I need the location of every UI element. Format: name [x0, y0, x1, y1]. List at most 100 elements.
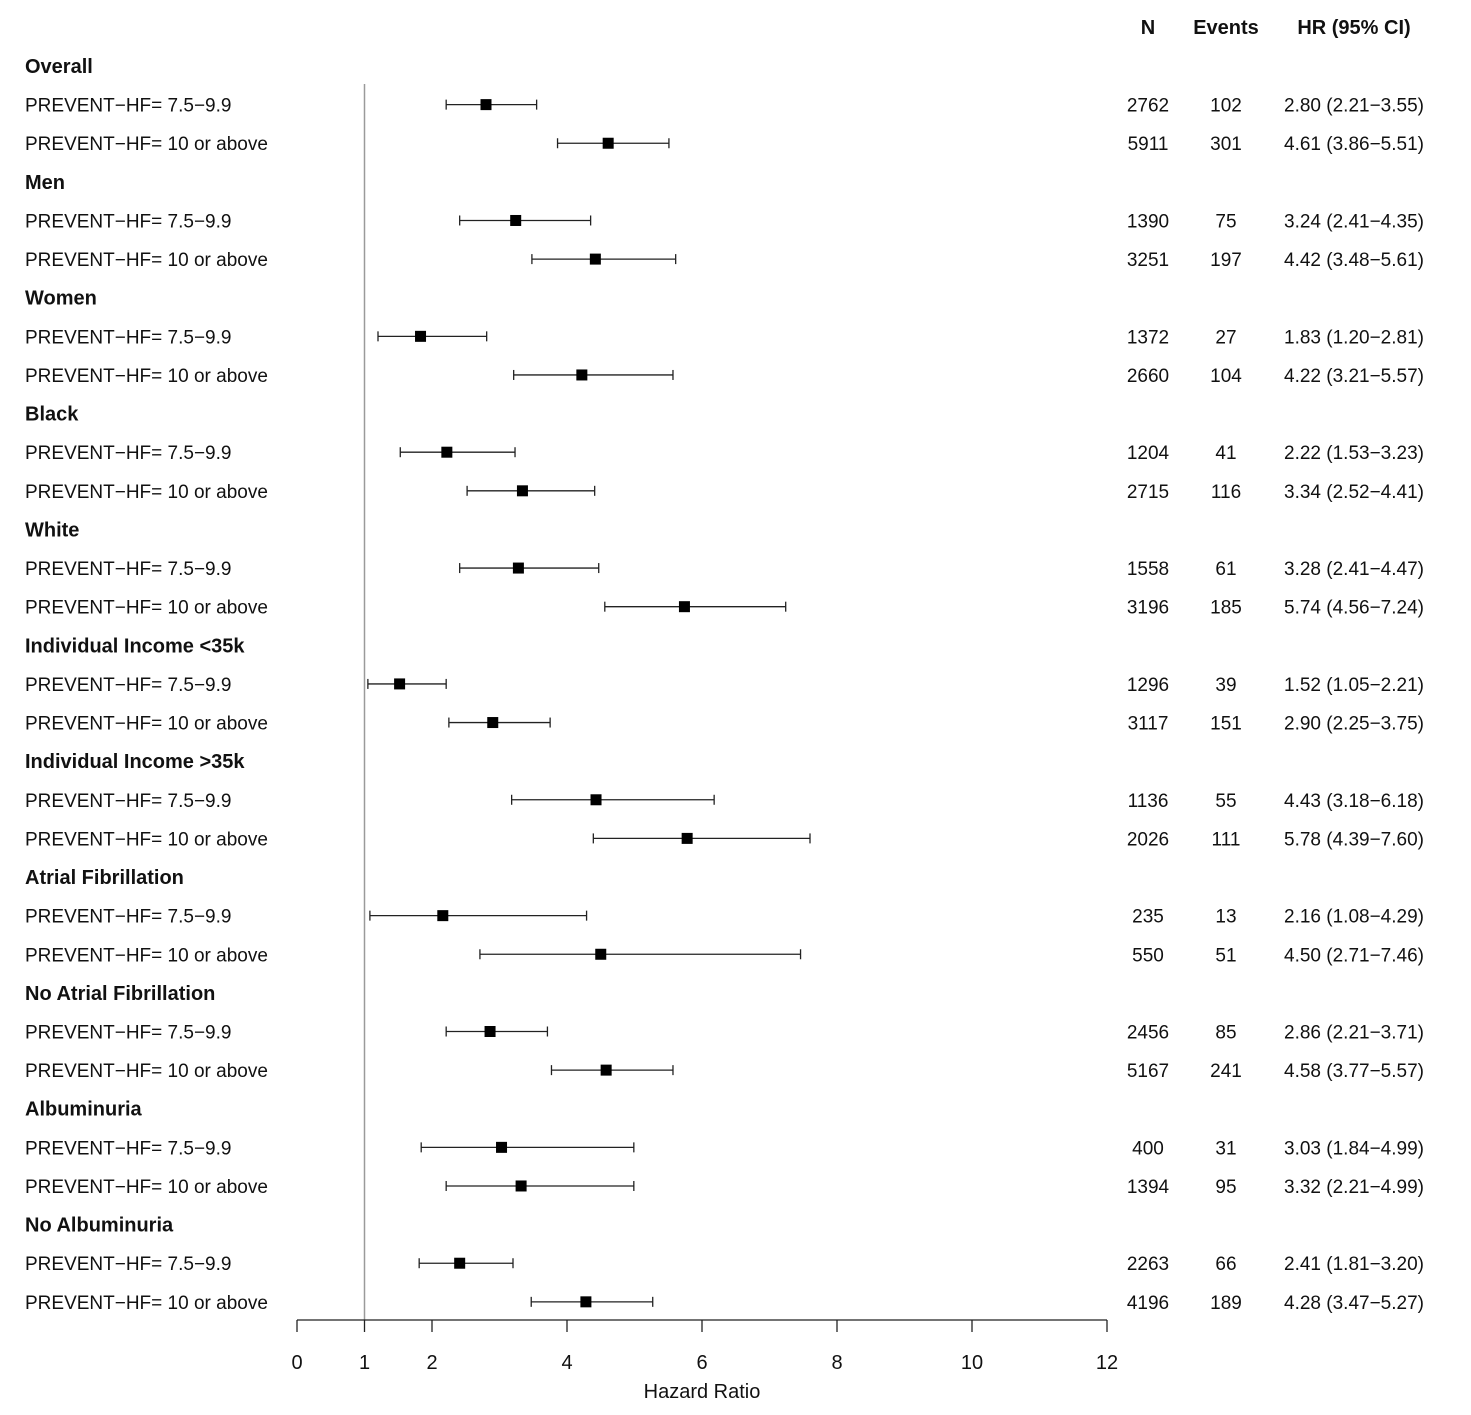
n-value: 400 [1132, 1138, 1164, 1159]
n-value: 2762 [1127, 96, 1169, 117]
hr-point [480, 99, 492, 111]
header-hr: HR (95% CI) [1297, 17, 1410, 39]
events-value: 151 [1210, 714, 1242, 735]
x-tick-label: 12 [1096, 1352, 1118, 1374]
hr-ci-value: 4.61 (3.86−5.51) [1284, 134, 1424, 155]
n-value: 2263 [1127, 1254, 1169, 1275]
events-value: 95 [1215, 1177, 1236, 1198]
events-value: 104 [1210, 366, 1242, 387]
x-tick-label: 10 [961, 1352, 983, 1374]
hr-ci-value: 5.78 (4.39−7.60) [1284, 829, 1424, 850]
hr-point [589, 253, 601, 265]
hr-ci-value: 2.41 (1.81−3.20) [1284, 1254, 1424, 1275]
x-tick-label: 1 [359, 1352, 370, 1374]
hr-ci-value: 3.34 (2.52−4.41) [1284, 482, 1424, 503]
hr-ci-value: 4.28 (3.47−5.27) [1284, 1293, 1424, 1314]
group-label: Men [25, 172, 65, 194]
n-value: 3117 [1128, 714, 1169, 735]
row-label: PREVENT−HF= 10 or above [25, 598, 268, 619]
hr-point [496, 1141, 508, 1153]
hr-point [678, 601, 690, 613]
hr-point [394, 678, 406, 690]
hr-ci-value: 1.52 (1.05−2.21) [1284, 675, 1424, 696]
row-label: PREVENT−HF= 10 or above [25, 714, 268, 735]
group-label: Black [25, 404, 79, 426]
events-value: 241 [1210, 1061, 1242, 1082]
hr-ci-value: 4.50 (2.71−7.46) [1284, 945, 1424, 966]
n-value: 4196 [1127, 1293, 1169, 1314]
hr-point [576, 369, 588, 381]
n-value: 1394 [1127, 1177, 1170, 1198]
n-value: 1390 [1127, 211, 1169, 232]
events-value: 189 [1210, 1293, 1242, 1314]
hr-ci-value: 1.83 (1.20−2.81) [1284, 327, 1424, 348]
hr-ci-value: 4.42 (3.48−5.61) [1284, 250, 1424, 271]
hr-point [600, 1064, 612, 1076]
events-value: 116 [1211, 482, 1241, 503]
hr-point [512, 562, 524, 574]
group-label: Overall [25, 56, 93, 78]
row-label: PREVENT−HF= 10 or above [25, 366, 268, 387]
hr-ci-value: 2.80 (2.21−3.55) [1284, 96, 1424, 117]
events-value: 66 [1215, 1254, 1236, 1275]
row-label: PREVENT−HF= 10 or above [25, 829, 268, 850]
row-label: PREVENT−HF= 7.5−9.9 [25, 1138, 231, 1159]
hr-ci-value: 3.28 (2.41−4.47) [1284, 559, 1424, 580]
events-value: 61 [1215, 559, 1236, 580]
hr-ci-value: 2.22 (1.53−3.23) [1284, 443, 1424, 464]
hr-point [484, 1026, 496, 1037]
x-tick-label: 8 [831, 1352, 842, 1374]
hr-ci-value: 3.24 (2.41−4.35) [1284, 211, 1424, 232]
row-label: PREVENT−HF= 7.5−9.9 [25, 907, 231, 928]
hr-point [487, 717, 499, 729]
n-value: 235 [1132, 907, 1164, 928]
hr-ci-value: 4.43 (3.18−6.18) [1284, 791, 1424, 812]
events-value: 55 [1215, 791, 1236, 812]
hr-ci-value: 3.32 (2.21−4.99) [1284, 1177, 1424, 1198]
row-label: PREVENT−HF= 10 or above [25, 1061, 268, 1082]
row-label: PREVENT−HF= 7.5−9.9 [25, 443, 231, 464]
n-value: 2660 [1127, 366, 1169, 387]
hr-point [595, 948, 607, 960]
row-label: PREVENT−HF= 7.5−9.9 [25, 791, 231, 812]
events-value: 39 [1215, 675, 1236, 696]
n-value: 2715 [1127, 482, 1169, 503]
hr-point [415, 330, 427, 342]
group-label: Individual Income <35k [25, 635, 245, 657]
group-label: No Atrial Fibrillation [25, 983, 215, 1005]
n-value: 5167 [1127, 1061, 1169, 1082]
hr-point [590, 794, 602, 806]
hr-ci-value: 2.86 (2.21−3.71) [1284, 1023, 1424, 1044]
group-label: White [25, 519, 79, 541]
row-label: PREVENT−HF= 7.5−9.9 [25, 559, 231, 580]
n-value: 1136 [1128, 791, 1169, 812]
x-tick-label: 0 [291, 1352, 302, 1374]
hr-ci-value: 3.03 (1.84−4.99) [1284, 1138, 1424, 1159]
events-value: 41 [1215, 443, 1236, 464]
hr-ci-value: 4.58 (3.77−5.57) [1284, 1061, 1424, 1082]
group-label: Individual Income >35k [25, 751, 245, 773]
events-value: 301 [1210, 134, 1242, 155]
group-label: Albuminuria [25, 1099, 143, 1121]
events-value: 197 [1210, 250, 1242, 271]
row-label: PREVENT−HF= 7.5−9.9 [25, 327, 231, 348]
hr-ci-value: 2.90 (2.25−3.75) [1284, 714, 1424, 735]
hr-point [516, 485, 528, 497]
header-n: N [1141, 17, 1155, 39]
row-label: PREVENT−HF= 10 or above [25, 945, 268, 966]
events-value: 85 [1215, 1023, 1236, 1044]
n-value: 3196 [1127, 598, 1169, 619]
group-label: Atrial Fibrillation [25, 867, 184, 889]
events-value: 111 [1212, 829, 1241, 850]
x-tick-label: 2 [426, 1352, 437, 1374]
events-value: 27 [1215, 327, 1236, 348]
row-label: PREVENT−HF= 10 or above [25, 1177, 268, 1198]
group-label: Women [25, 288, 97, 310]
x-tick-label: 6 [696, 1352, 707, 1374]
x-axis-title: Hazard Ratio [644, 1381, 761, 1403]
row-label: PREVENT−HF= 10 or above [25, 1293, 268, 1314]
n-value: 2026 [1127, 829, 1169, 850]
events-value: 51 [1215, 945, 1236, 966]
n-value: 1558 [1127, 559, 1169, 580]
